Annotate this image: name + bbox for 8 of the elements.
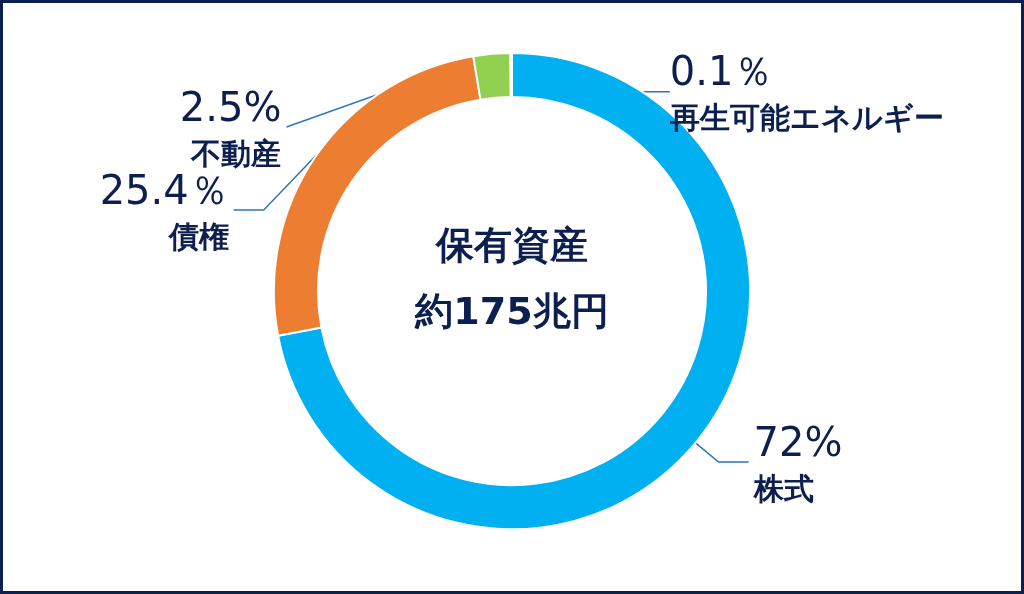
text: 保有資産 [434, 222, 588, 267]
slice-label: 債権 [167, 218, 229, 254]
slice-label: 株式 [752, 470, 814, 506]
text: 約175兆円 [414, 288, 609, 333]
data-label: 72% [753, 419, 843, 466]
slice-label: 再生可能エネルギー [668, 99, 944, 135]
data-label: 0.1％ [669, 48, 774, 95]
data-label: 2.5% [179, 84, 282, 130]
